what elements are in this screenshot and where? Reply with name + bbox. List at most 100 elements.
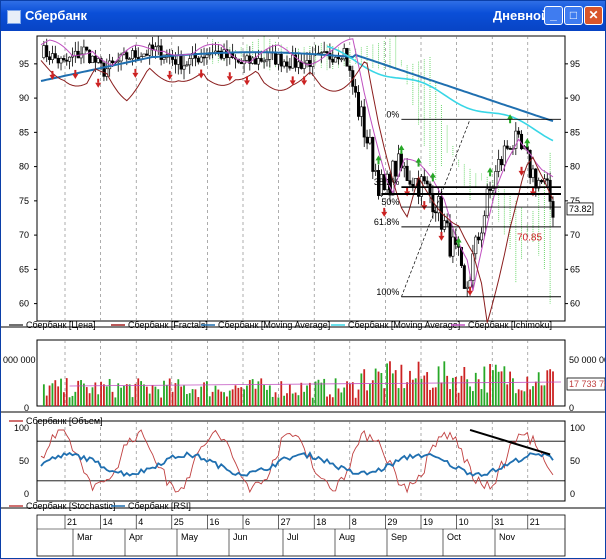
- candle-body: [125, 52, 129, 60]
- volume-bar: [288, 384, 291, 406]
- fractal-up-arrow: [455, 237, 462, 243]
- candle-body: [99, 58, 103, 64]
- price-tick-label: 95: [570, 59, 580, 69]
- volume-bar: [257, 381, 260, 406]
- volume-bar: [268, 385, 271, 406]
- candle-body: [477, 236, 481, 241]
- volume-bar: [429, 389, 431, 406]
- candle-body: [394, 160, 398, 177]
- volume-bar: [300, 382, 303, 406]
- candle-body: [500, 159, 504, 166]
- volume-bar: [369, 383, 371, 406]
- candle-body: [73, 50, 77, 57]
- candle-body: [296, 61, 300, 68]
- volume-bar: [297, 395, 300, 406]
- minimize-button[interactable]: _: [544, 6, 563, 25]
- date-day-label: 10: [459, 517, 469, 527]
- candle-body: [545, 178, 549, 181]
- volume-bar: [474, 372, 477, 406]
- volume-bar: [191, 389, 194, 406]
- volume-bar: [117, 383, 120, 406]
- volume-bar: [334, 378, 337, 406]
- fractal-up-arrow: [507, 114, 514, 120]
- volume-bar: [71, 395, 74, 406]
- volume-bar: [177, 379, 180, 406]
- fibonacci-trend-line: [401, 119, 471, 297]
- volume-bar: [234, 385, 237, 406]
- price-tick-label: 70: [570, 230, 580, 240]
- volume-bar: [374, 368, 377, 406]
- volume-bar: [108, 378, 111, 406]
- volume-bar: [466, 379, 469, 406]
- price-tick-label: 80: [570, 162, 580, 172]
- volume-bar: [383, 388, 386, 406]
- price-legend-label: Сбербанк [Moving Average]: [218, 320, 330, 330]
- volume-bar: [100, 381, 102, 406]
- volume-bar: [323, 378, 326, 406]
- volume-bar: [403, 388, 406, 406]
- volume-axis-label: 000 000: [3, 355, 36, 365]
- timeframe-label[interactable]: Дневной: [492, 8, 549, 23]
- fractal-down-arrow: [95, 82, 102, 88]
- candle-body: [482, 215, 486, 234]
- candle-body: [68, 56, 72, 62]
- volume-bar: [240, 387, 243, 406]
- volume-bar: [534, 381, 537, 406]
- volume-bar: [183, 385, 185, 406]
- price-tick-label: 95: [19, 59, 29, 69]
- candle-body: [65, 59, 69, 62]
- volume-bar: [506, 384, 509, 406]
- fractal-down-arrow: [531, 187, 534, 192]
- candle-body: [434, 211, 438, 214]
- volume-bar: [174, 383, 177, 406]
- volume-bar: [51, 383, 54, 406]
- volume-bar: [137, 378, 140, 406]
- maximize-button[interactable]: □: [564, 6, 583, 25]
- volume-bar: [197, 397, 200, 406]
- candle-body: [53, 53, 57, 59]
- candle-body: [42, 45, 46, 58]
- volume-bar: [394, 370, 397, 406]
- stochastic-line: [40, 429, 554, 494]
- date-month-label: Apr: [129, 532, 143, 542]
- date-day-label: 14: [103, 517, 113, 527]
- title-bar[interactable]: Сбербанк Дневной _ □ ✕: [1, 1, 605, 31]
- volume-bar: [226, 396, 228, 406]
- volume-bar: [168, 378, 171, 406]
- app-icon: [7, 10, 21, 24]
- fractal-up-arrow: [429, 172, 436, 178]
- volume-bar: [360, 373, 363, 406]
- date-day-label: 6: [245, 517, 250, 527]
- candle-body: [359, 106, 363, 117]
- volume-bar: [308, 382, 311, 406]
- candle-body: [422, 176, 426, 182]
- candle-body: [90, 55, 94, 64]
- candle-body: [156, 45, 160, 48]
- volume-bar: [400, 364, 403, 406]
- oscillator-tick-label: 50: [19, 456, 29, 466]
- fractal-down-arrow: [51, 70, 54, 75]
- window-title: Сбербанк: [25, 8, 88, 23]
- volume-bar: [154, 386, 157, 406]
- volume-bar: [457, 392, 460, 406]
- candle-body: [488, 188, 492, 191]
- close-button[interactable]: ✕: [584, 6, 603, 25]
- fractal-down-arrow: [406, 187, 409, 192]
- candle-body: [505, 145, 509, 149]
- volume-bar: [486, 392, 489, 406]
- date-day-label: 27: [281, 517, 291, 527]
- volume-bar: [165, 384, 168, 406]
- oscillator-tick-label: 0: [24, 489, 29, 499]
- volume-bar: [529, 389, 532, 406]
- candle-body: [305, 60, 309, 64]
- volume-bar: [57, 386, 60, 406]
- candle-body: [377, 170, 381, 196]
- candle-body: [265, 59, 269, 62]
- volume-bar: [214, 385, 217, 406]
- volume-bar: [346, 381, 348, 406]
- volume-bar: [271, 396, 274, 406]
- candle-body: [145, 53, 149, 56]
- fractal-down-arrow: [168, 70, 171, 75]
